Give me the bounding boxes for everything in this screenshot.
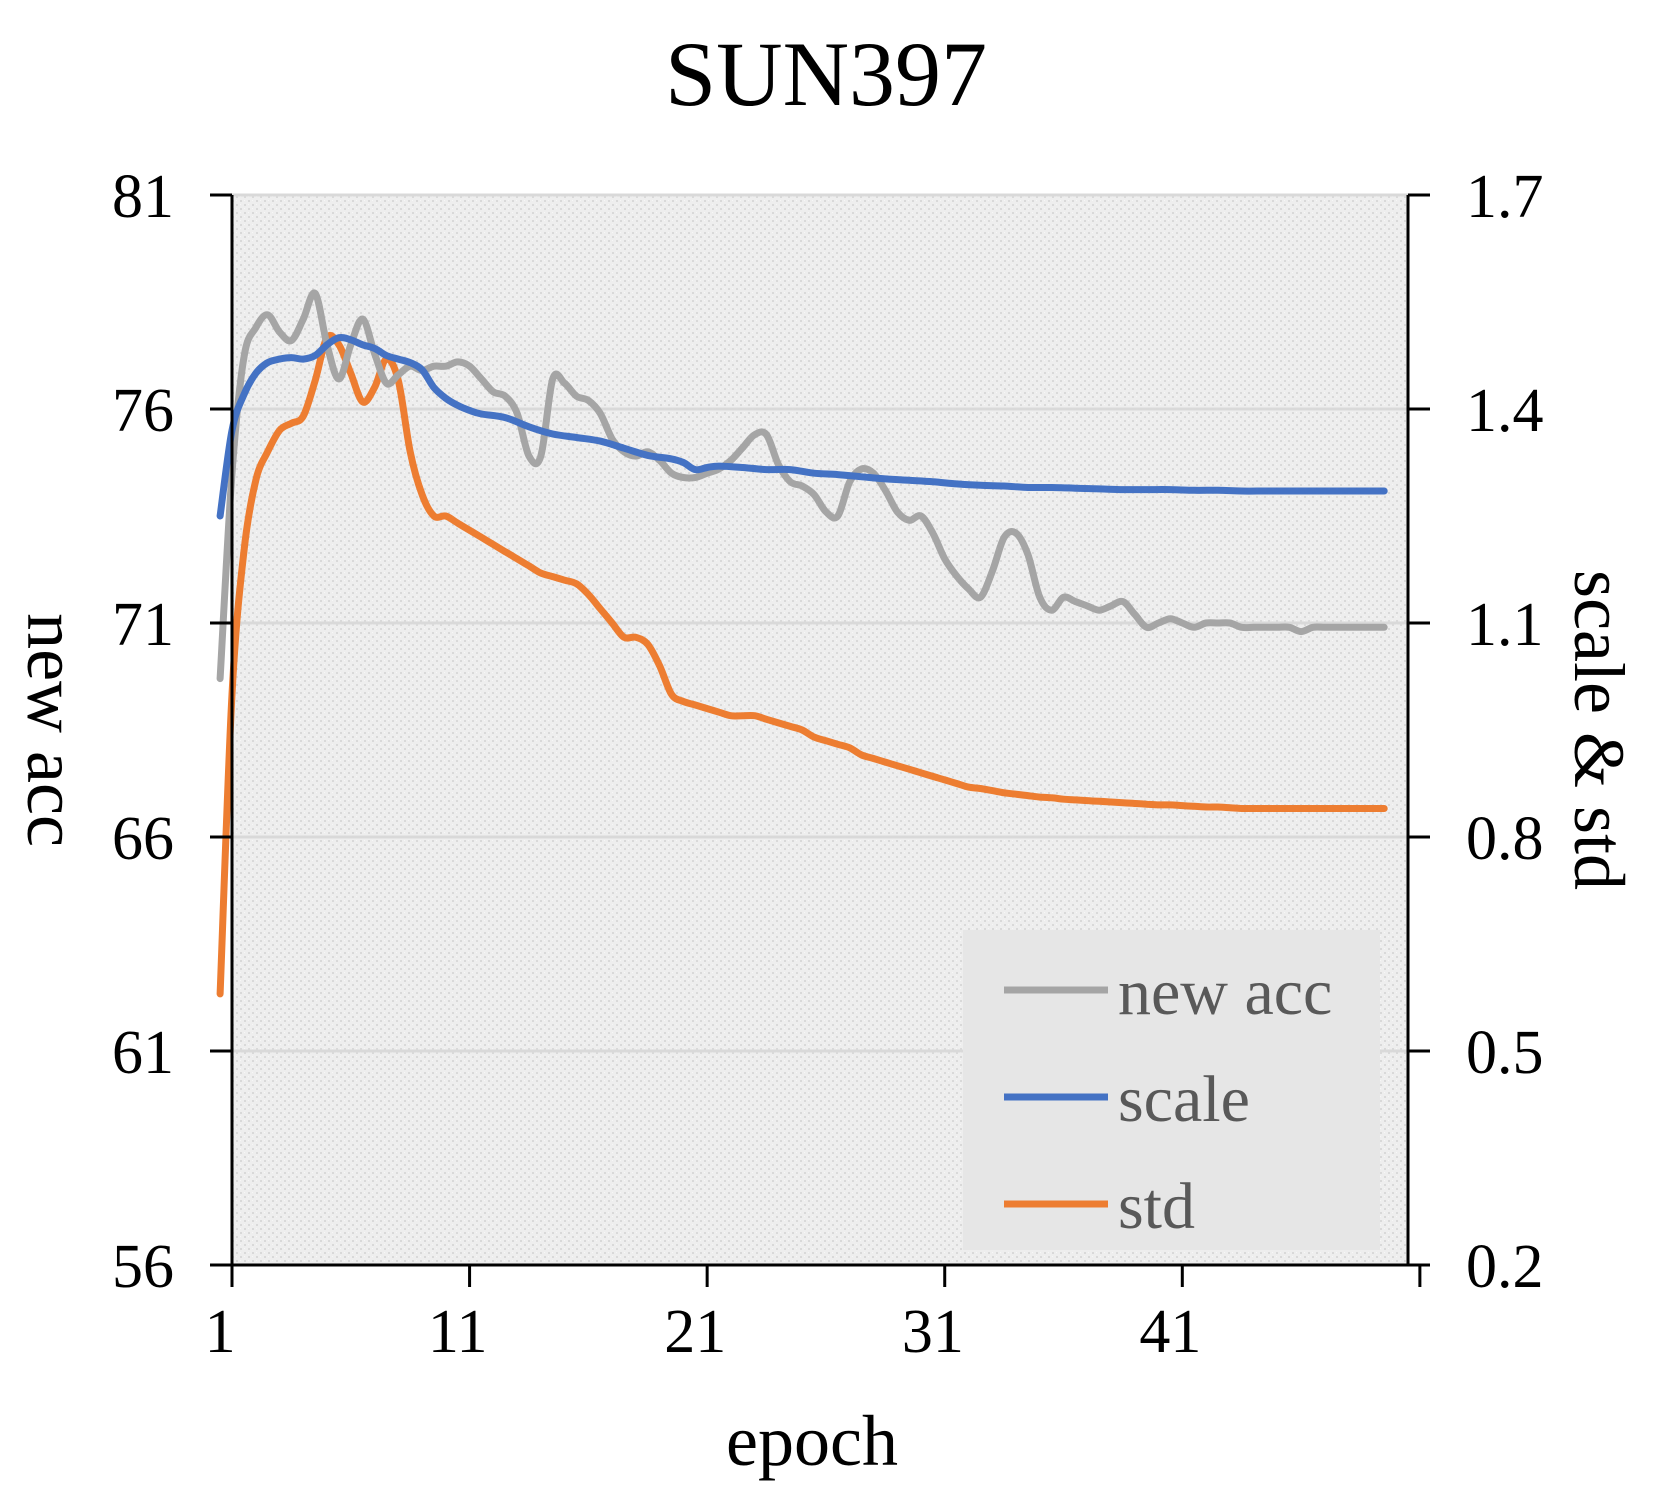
series-layer (216, 289, 1388, 998)
legend-box (963, 930, 1380, 1250)
y-right-tick-label: 1.1 (1466, 591, 1544, 659)
legend-label: std (1118, 1170, 1195, 1243)
legend-label: new acc (1118, 956, 1332, 1029)
y-left-tick-label: 61 (112, 1019, 174, 1087)
y-axis-left-label: new acc (12, 613, 92, 847)
x-tick-label: 41 (1139, 1298, 1201, 1366)
y-left-tick-label: 71 (112, 591, 174, 659)
x-tick-label: 21 (664, 1298, 726, 1366)
y-left-tick-label: 76 (112, 377, 174, 445)
series-line-scale (216, 333, 1388, 520)
y-right-tick-label: 0.5 (1466, 1019, 1544, 1087)
y-left-tick-label: 66 (112, 805, 174, 873)
x-axis-label: epoch (726, 1401, 898, 1481)
x-tick-label: 11 (428, 1298, 488, 1366)
y-right-tick-label: 0.8 (1466, 805, 1544, 873)
legend-label: scale (1118, 1063, 1250, 1136)
legend: new acc scale std (963, 930, 1380, 1250)
x-tick-label: 1 (205, 1298, 236, 1366)
tick-marks (210, 193, 1430, 1287)
y-right-tick-label: 1.4 (1466, 377, 1544, 445)
chart-title: SUN397 (665, 23, 987, 125)
series-line-new-acc (216, 289, 1388, 683)
x-tick-label: 31 (902, 1298, 964, 1366)
y-left-tick-label: 81 (112, 163, 174, 231)
y-axis-right-label: scale & std (1559, 570, 1639, 890)
y-left-tick-label: 56 (112, 1233, 174, 1301)
y-right-tick-label: 1.7 (1466, 163, 1544, 231)
series-line-std (216, 332, 1388, 998)
axes (230, 195, 1410, 1267)
y-right-tick-label: 0.2 (1466, 1233, 1544, 1301)
